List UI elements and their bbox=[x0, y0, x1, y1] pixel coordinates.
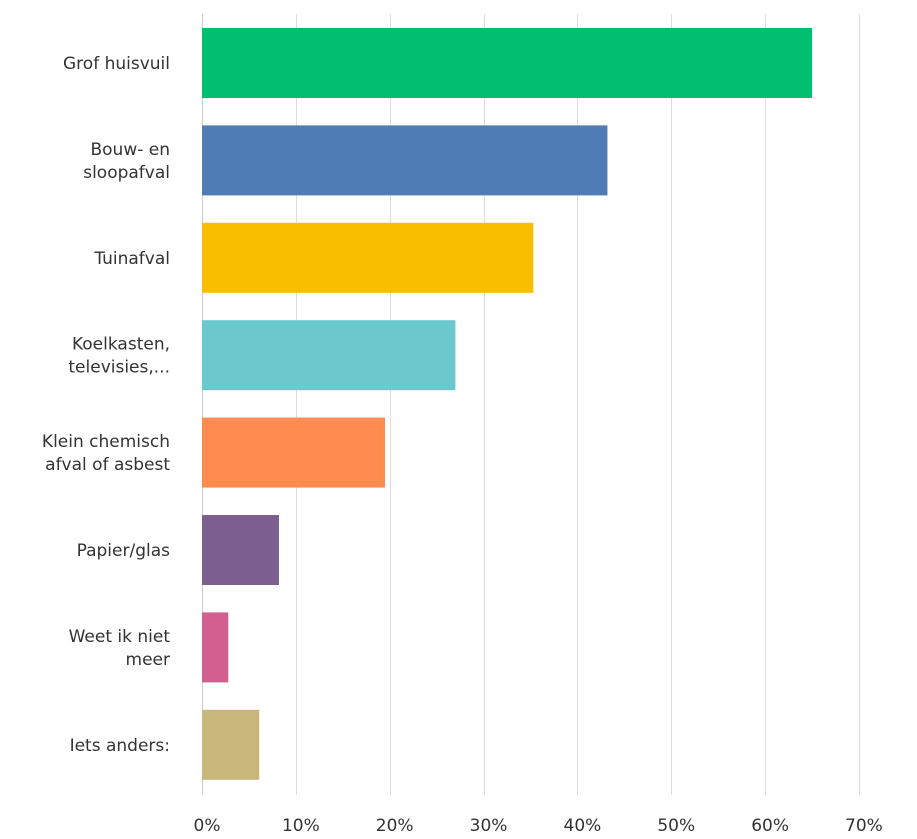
category-label: Iets anders: bbox=[70, 736, 170, 756]
category-label: Koelkasten, televisies,... bbox=[68, 335, 170, 378]
category-label: Klein chemisch afval of asbest bbox=[42, 432, 170, 475]
bars bbox=[202, 28, 813, 780]
x-tick-label: 50% bbox=[657, 816, 695, 836]
x-tick-label: 10% bbox=[282, 816, 320, 836]
bar[interactable] bbox=[202, 222, 534, 293]
x-tick-label: 0% bbox=[194, 816, 221, 836]
bar[interactable] bbox=[202, 28, 813, 98]
x-tick-label: 60% bbox=[751, 816, 789, 836]
x-tick-label: 40% bbox=[564, 816, 602, 836]
bar[interactable] bbox=[202, 709, 260, 780]
category-labels: Grof huisvuil Bouw- en sloopafval Tuinafval… bbox=[42, 54, 170, 756]
x-tick-label: 20% bbox=[376, 816, 414, 836]
x-axis-tick-labels: 0% 10% 20% 30% 40% 50% 60% 70% bbox=[194, 816, 883, 836]
category-label: Grof huisvuil bbox=[63, 54, 170, 74]
category-label: Papier/glas bbox=[77, 541, 171, 561]
category-label: Tuinafval bbox=[93, 249, 170, 269]
bar[interactable] bbox=[202, 320, 456, 391]
category-label: Bouw- en sloopafval bbox=[83, 140, 170, 183]
bar[interactable] bbox=[202, 612, 229, 683]
x-tick-label: 70% bbox=[845, 816, 883, 836]
bar[interactable] bbox=[202, 515, 279, 585]
x-tick-label: 30% bbox=[470, 816, 508, 836]
category-label: Weet ik niet meer bbox=[69, 627, 171, 670]
bar[interactable] bbox=[202, 125, 608, 196]
bar[interactable] bbox=[202, 417, 386, 488]
